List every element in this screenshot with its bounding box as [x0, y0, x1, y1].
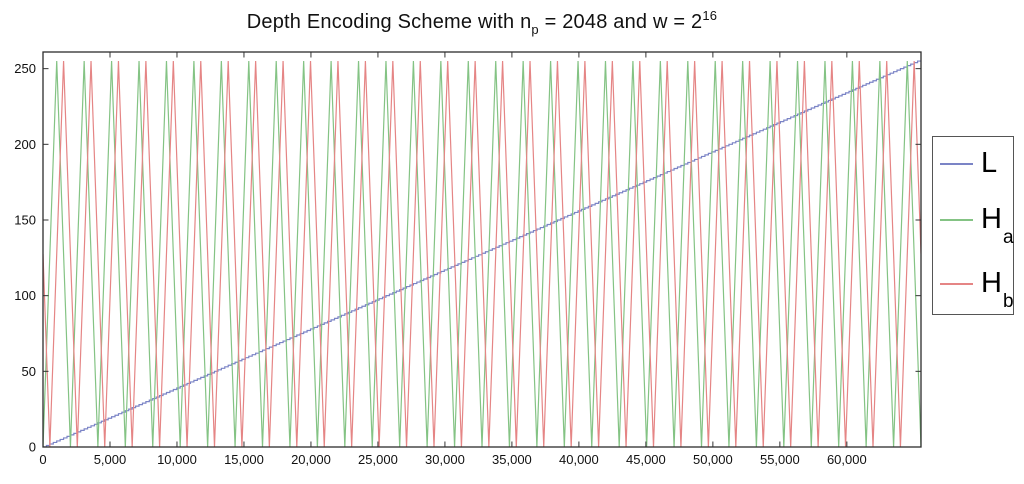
- series-h-b: [43, 61, 921, 447]
- legend-label-ha: Ha: [981, 203, 1014, 248]
- chart-title: Depth Encoding Scheme with np = 2048 and…: [43, 8, 921, 37]
- legend-label-sub: a: [1002, 226, 1014, 248]
- y-tick-label: 50: [22, 364, 36, 379]
- x-tick-label: 55,000: [760, 452, 800, 467]
- title-superscript: 16: [702, 8, 718, 23]
- y-tick-label: 0: [29, 440, 36, 455]
- legend: L Ha Hb: [932, 136, 1014, 315]
- x-tick-label: 15,000: [224, 452, 264, 467]
- x-tick-label: 20,000: [291, 452, 331, 467]
- legend-label-sub: b: [1002, 290, 1014, 312]
- title-subscript: p: [531, 22, 539, 37]
- legend-label-text: H: [981, 203, 1002, 235]
- legend-label-hb: Hb: [981, 267, 1014, 312]
- x-tick-label: 0: [39, 452, 46, 467]
- legend-label-text: H: [981, 267, 1002, 299]
- y-tick-label: 150: [14, 212, 36, 227]
- series-h-a: [43, 61, 921, 447]
- title-text: Depth Encoding Scheme with n: [246, 11, 532, 33]
- x-tick-label: 5,000: [94, 452, 127, 467]
- x-tick-label: 30,000: [425, 452, 465, 467]
- x-tick-label: 35,000: [492, 452, 532, 467]
- title-text-mid: = 2048 and w = 2: [538, 11, 703, 33]
- plot-border: [42, 51, 922, 448]
- legend-label-l: L: [981, 149, 997, 188]
- y-tick-label: 100: [14, 288, 36, 303]
- x-tick-label: 25,000: [358, 452, 398, 467]
- x-tick-label: 10,000: [157, 452, 197, 467]
- legend-line-swatch-ha: [940, 219, 973, 221]
- legend-line-swatch-l: [940, 163, 973, 165]
- y-tick-label: 250: [14, 61, 36, 76]
- x-tick-label: 40,000: [559, 452, 599, 467]
- x-tick-label: 45,000: [626, 452, 666, 467]
- x-tick-label: 60,000: [827, 452, 867, 467]
- legend-line-swatch-hb: [940, 283, 973, 285]
- x-tick-label: 50,000: [693, 452, 733, 467]
- legend-label-text: L: [981, 147, 998, 179]
- y-tick-label: 200: [14, 137, 36, 152]
